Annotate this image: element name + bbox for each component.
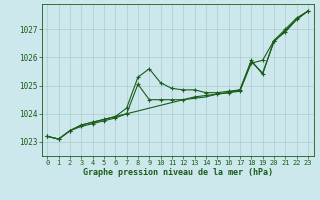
X-axis label: Graphe pression niveau de la mer (hPa): Graphe pression niveau de la mer (hPa) — [83, 168, 273, 177]
